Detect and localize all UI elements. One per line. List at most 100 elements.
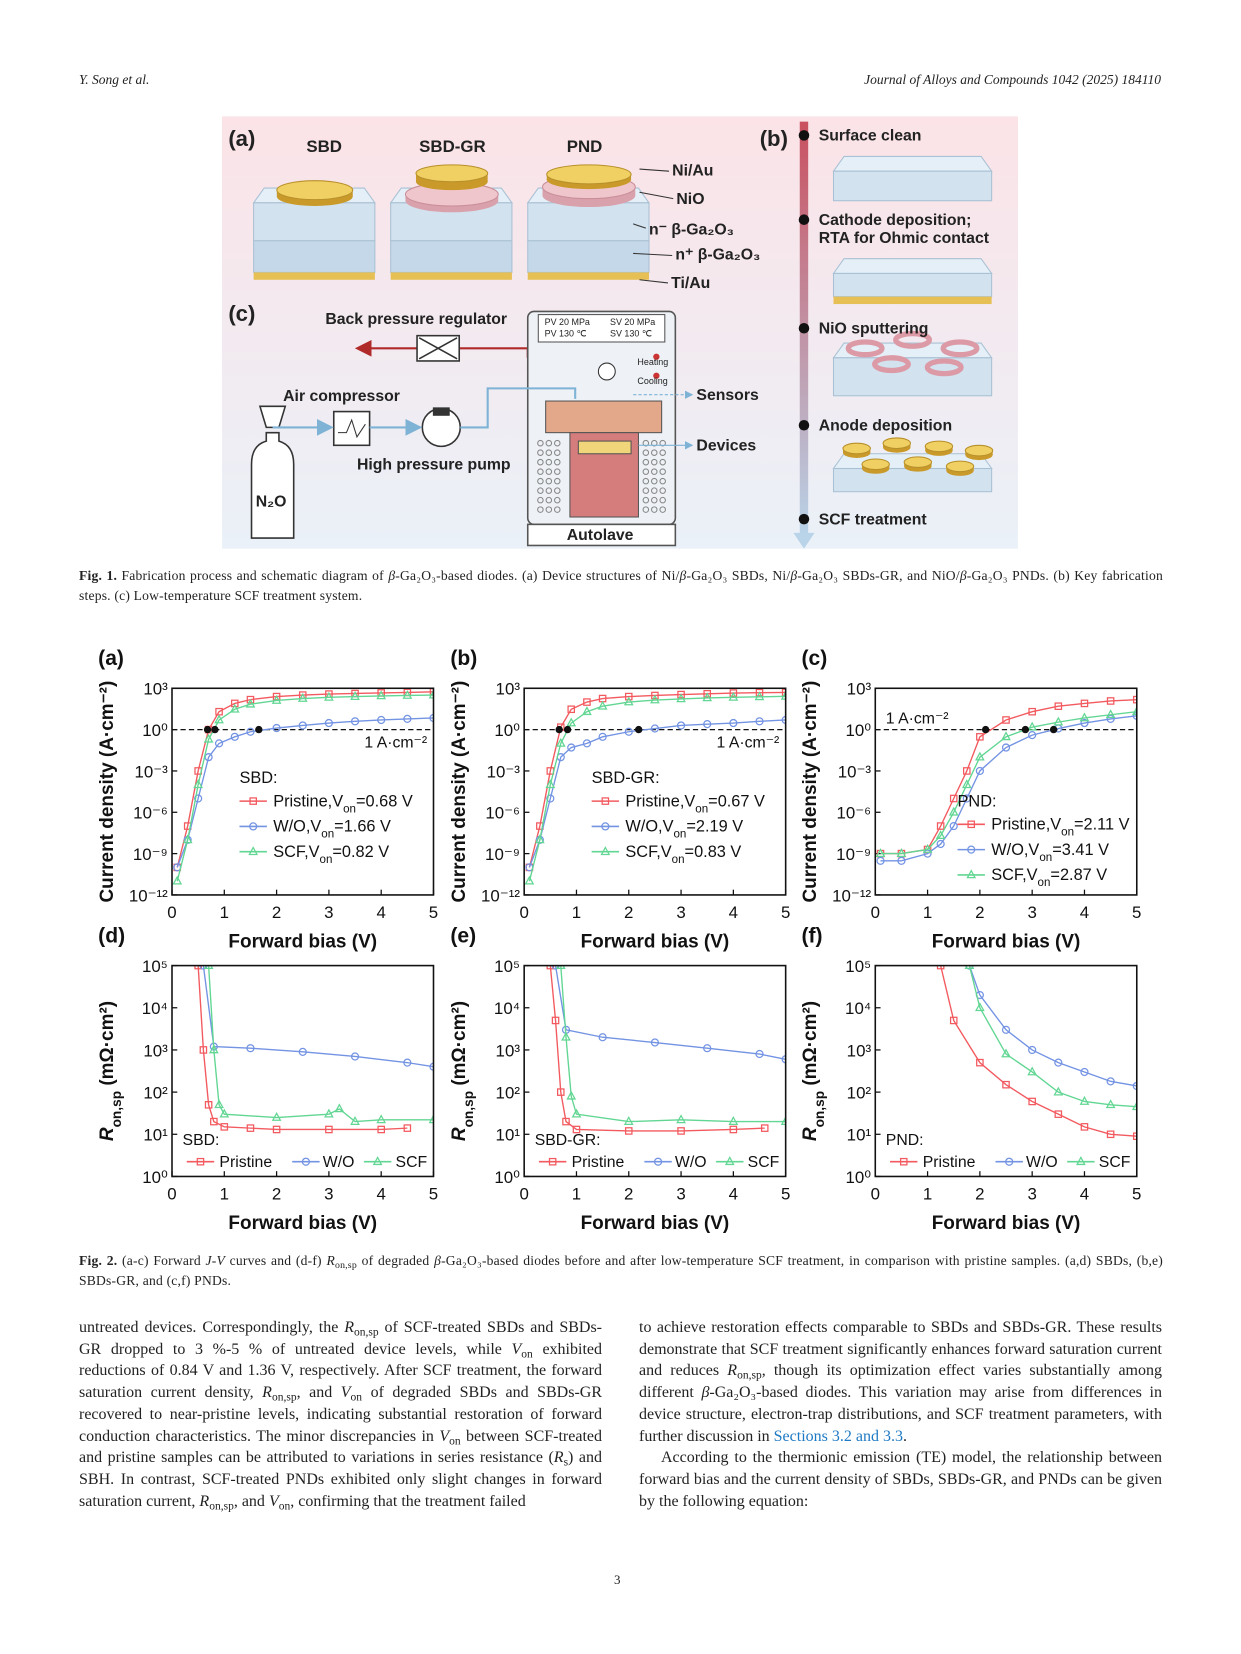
vent [545,439,553,447]
y-axis-title-part: R [449,1127,470,1141]
connector [639,168,670,172]
timeline-dot [798,214,810,225]
y-tick-label: 10⁰ [846,721,872,740]
figure-1: (a) SBD SBD-GR PND Ni/Au NiO n⁻ β-Ga₂O₃ … [222,116,1018,549]
nio-ring [940,339,980,358]
slab-layer [253,240,376,273]
panel-label: (a) [98,647,124,670]
legend-label-part: W/O,V [991,841,1039,859]
data-point [245,698,256,708]
data-point [1054,702,1063,711]
plot-area [875,695,1137,865]
connector [639,279,669,284]
page-number: 3 [614,1572,621,1587]
legend-label-part: W/O,V [625,818,673,836]
plot-area [546,965,786,1135]
y-tick-label: 10⁻⁹ [836,845,871,864]
y-axis-title: Current density (A·cm⁻²) [800,681,821,903]
data-point [963,767,971,775]
data-point [1053,1086,1064,1096]
vent [554,468,561,475]
data-point [650,724,660,733]
vent [545,468,553,475]
panel-label: (f) [801,924,822,947]
y-tick-label: 10³ [496,680,521,699]
system-label: Sensors [696,387,759,404]
y-tick-label: 10⁻¹² [129,886,168,905]
data-point [428,1114,434,1124]
legend-title: SBD: [239,769,277,787]
valve [418,337,458,360]
turn-on-marker [555,725,563,734]
y-tick-label: 10¹ [496,1126,521,1145]
data-point [650,1038,660,1047]
data-point [524,875,535,885]
data-point [936,839,945,849]
text-run: between SCF-treated and pristine samples… [79,1427,602,1467]
legend-label-part: SCF,V [991,866,1037,884]
compressor-symbol [337,418,366,439]
layer-label: Ni/Au [672,162,713,179]
nio-ring [871,355,911,374]
legend-marker [724,1156,735,1166]
compressor [332,410,371,447]
vent [554,506,561,513]
vent [650,439,658,447]
data-point [297,693,308,702]
legend-label: SCF [1099,1154,1131,1171]
electrode [527,272,649,280]
step-label: Cathode deposition; [819,212,972,229]
x-tick-label: 2 [624,903,633,922]
data-point [964,965,975,969]
data-point [403,714,412,724]
x-tick-label: 0 [871,1185,880,1204]
step-label: NiO sputtering [819,321,929,338]
legend-label: W/O [675,1154,707,1171]
vent [659,468,666,475]
data-point [1131,706,1137,716]
data-point [1080,1123,1089,1131]
legend-label-part: on [320,854,333,866]
cross-reference[interactable]: Sections 3.2 and 3.3 [773,1427,903,1445]
legend-marker [249,797,257,805]
legend-label-part: =2.87 V [1050,866,1107,884]
vent [650,449,658,456]
turn-on-marker [203,725,212,734]
data-point [676,721,686,730]
data-point [1001,1025,1011,1034]
text-run: , confirming that the treatment failed [290,1492,526,1510]
data-point [246,695,255,704]
chart: (b) 0 1 2 3 4 5 10⁻¹² 10⁻⁹ 10⁻⁶ 10⁻³ 10⁰ 10³ Forward … [449,647,790,953]
axes-frame [874,687,1138,896]
indicator [653,353,660,360]
legend-label-part: =2.11 V [1074,816,1130,834]
legend-label: W/O [1026,1154,1058,1171]
vent [650,458,658,466]
data-point [780,690,786,700]
running-authors: Y. Song et al. [79,72,150,87]
data-point [271,694,282,704]
data-point [272,692,281,701]
vent [642,468,650,475]
layer-label: NiO [676,191,704,208]
vent [545,487,553,494]
text-run: V [340,1384,351,1402]
y-tick-label: 10² [143,1083,168,1102]
y-axis-title: Ron,sp (mΩ·cm²) [449,1001,476,1141]
data-point [1028,1045,1037,1055]
display-text: SV 20 MPa [610,317,655,327]
data-line [202,965,434,1068]
disc-top [276,180,354,201]
legend-label: SCF,Von=0.82 V [273,843,389,866]
data-point [1131,1101,1137,1111]
data-point [555,965,566,969]
vent [659,506,666,513]
panel-label: (d) [98,924,125,947]
data-point [229,703,240,713]
data-point [545,779,556,789]
text-run: (a-c) Forward [117,1253,206,1268]
legend-title: PND: [958,792,997,810]
data-point [1028,707,1036,716]
legend-label: Pristine,Von=0.68 V [273,792,413,815]
electrode [833,296,992,305]
